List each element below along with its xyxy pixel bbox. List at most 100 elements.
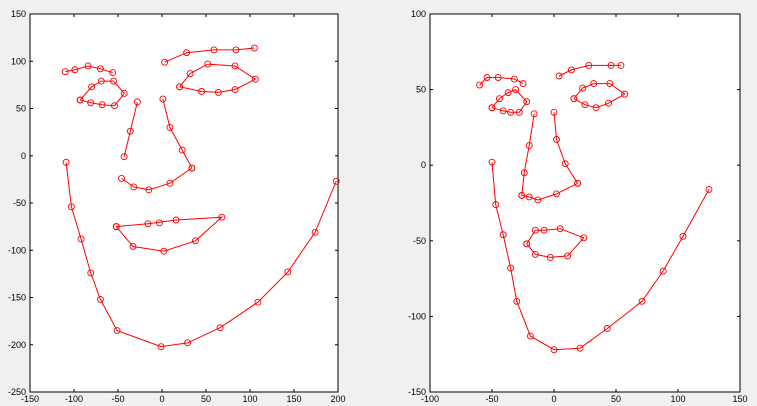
data-point-right-eye [186, 70, 194, 77]
series-line-nose-bridge [123, 101, 138, 157]
data-point-right-eye [592, 104, 600, 112]
data-point-right-eye [581, 101, 589, 109]
data-point-mouth-inner [155, 219, 163, 227]
data-point-jaw [488, 158, 496, 166]
series-line-nose-right [162, 98, 193, 169]
y-tick-label: -150 [8, 293, 26, 303]
data-point-mouth-outer [218, 213, 226, 221]
y-tick-label: -150 [408, 387, 426, 397]
data-point-right-brow [250, 44, 258, 52]
series-line-nose-right [553, 112, 579, 184]
data-point-left-eye [495, 95, 503, 103]
series-line-right-eye [573, 83, 626, 109]
data-point-right-brow [232, 46, 240, 54]
data-point-nose-bridge [525, 142, 533, 149]
data-point-right-brow [567, 66, 575, 74]
series-line-mouth-outer [115, 216, 224, 252]
series-line-nose-base [521, 182, 578, 201]
y-tick-label: -250 [8, 387, 26, 397]
data-point-jaw [67, 203, 75, 211]
data-point-nose-base [525, 193, 533, 201]
data-point-nose-base [145, 186, 153, 194]
series-line-jaw [491, 162, 710, 351]
data-point-left-brow [84, 62, 92, 70]
data-point-nose-base [553, 190, 560, 198]
data-point-mouth-outer [556, 225, 564, 233]
y-tick-label: -100 [8, 245, 26, 255]
data-point-nose-right [574, 179, 582, 187]
data-point-nose-right [188, 164, 196, 172]
data-point-left-eye [499, 107, 507, 115]
data-point-jaw [62, 158, 70, 166]
data-point-nose-right [550, 108, 558, 116]
series-line-nose-base [121, 167, 193, 191]
x-tick-label: 100 [670, 394, 685, 404]
data-point-right-eye [204, 60, 212, 68]
data-point-mouth-outer [144, 220, 152, 228]
data-point-right-eye [605, 99, 613, 107]
data-point-mouth-outer [546, 253, 554, 261]
data-point-left-eye [76, 96, 84, 104]
data-point-jaw [113, 327, 121, 335]
data-point-left-brow [476, 81, 484, 89]
data-point-jaw [216, 324, 224, 332]
y-tick-label: -100 [408, 311, 426, 321]
data-point-nose-right [166, 123, 174, 131]
data-point-jaw [526, 332, 534, 340]
data-point-left-eye [97, 77, 105, 85]
data-point-left-eye [88, 83, 96, 91]
data-point-jaw [157, 343, 165, 351]
data-point-left-brow [96, 65, 104, 73]
series-line-right-eye [179, 63, 257, 93]
data-point-jaw [638, 297, 646, 305]
x-tick-label: -50 [111, 394, 124, 404]
data-point-left-eye [120, 89, 128, 97]
data-point-left-brow [483, 74, 491, 81]
x-tick-label: 150 [732, 394, 747, 404]
data-point-nose-base [130, 183, 138, 191]
series-line-jaw [65, 162, 337, 348]
data-point-mouth-outer [191, 237, 199, 245]
y-tick-label: 50 [416, 85, 426, 95]
data-point-right-brow [617, 61, 625, 69]
data-point-jaw [576, 344, 584, 352]
data-point-right-brow [585, 61, 593, 69]
data-point-right-eye [214, 88, 222, 96]
data-point-jaw [679, 232, 687, 240]
data-point-jaw [659, 267, 667, 275]
y-tick-label: -50 [13, 198, 26, 208]
data-point-nose-right [561, 160, 569, 168]
data-point-left-brow [109, 69, 117, 77]
x-tick-label: 100 [242, 394, 257, 404]
data-point-right-eye [251, 75, 259, 83]
data-point-left-eye [504, 89, 512, 97]
y-tick-label: 100 [11, 56, 26, 66]
y-tick-label: 100 [411, 9, 426, 19]
data-point-jaw [705, 185, 713, 193]
x-tick-label: 0 [551, 394, 556, 404]
x-tick-label: 50 [201, 394, 211, 404]
data-point-left-brow [494, 74, 502, 81]
y-tick-label: -50 [413, 236, 426, 246]
data-point-jaw [96, 295, 104, 303]
y-tick-label: -200 [8, 340, 26, 350]
data-point-right-eye [606, 80, 614, 88]
data-point-jaw [87, 269, 95, 277]
data-point-mouth-outer [160, 247, 168, 255]
data-point-mouth-outer [112, 223, 120, 231]
x-tick-label: -100 [421, 394, 439, 404]
x-tick-label: 200 [330, 394, 345, 404]
data-point-nose-base [166, 179, 174, 187]
data-point-right-eye [570, 95, 578, 103]
y-tick-label: 0 [421, 160, 426, 170]
data-point-jaw [332, 177, 340, 185]
data-point-left-brow [519, 80, 527, 88]
data-point-mouth-outer [580, 234, 588, 242]
data-point-left-eye [523, 98, 531, 106]
data-point-right-brow [210, 46, 218, 54]
data-point-jaw [184, 339, 191, 347]
data-point-mouth-outer [564, 252, 572, 260]
x-tick-label: 50 [611, 394, 621, 404]
x-tick-label: 150 [286, 394, 301, 404]
